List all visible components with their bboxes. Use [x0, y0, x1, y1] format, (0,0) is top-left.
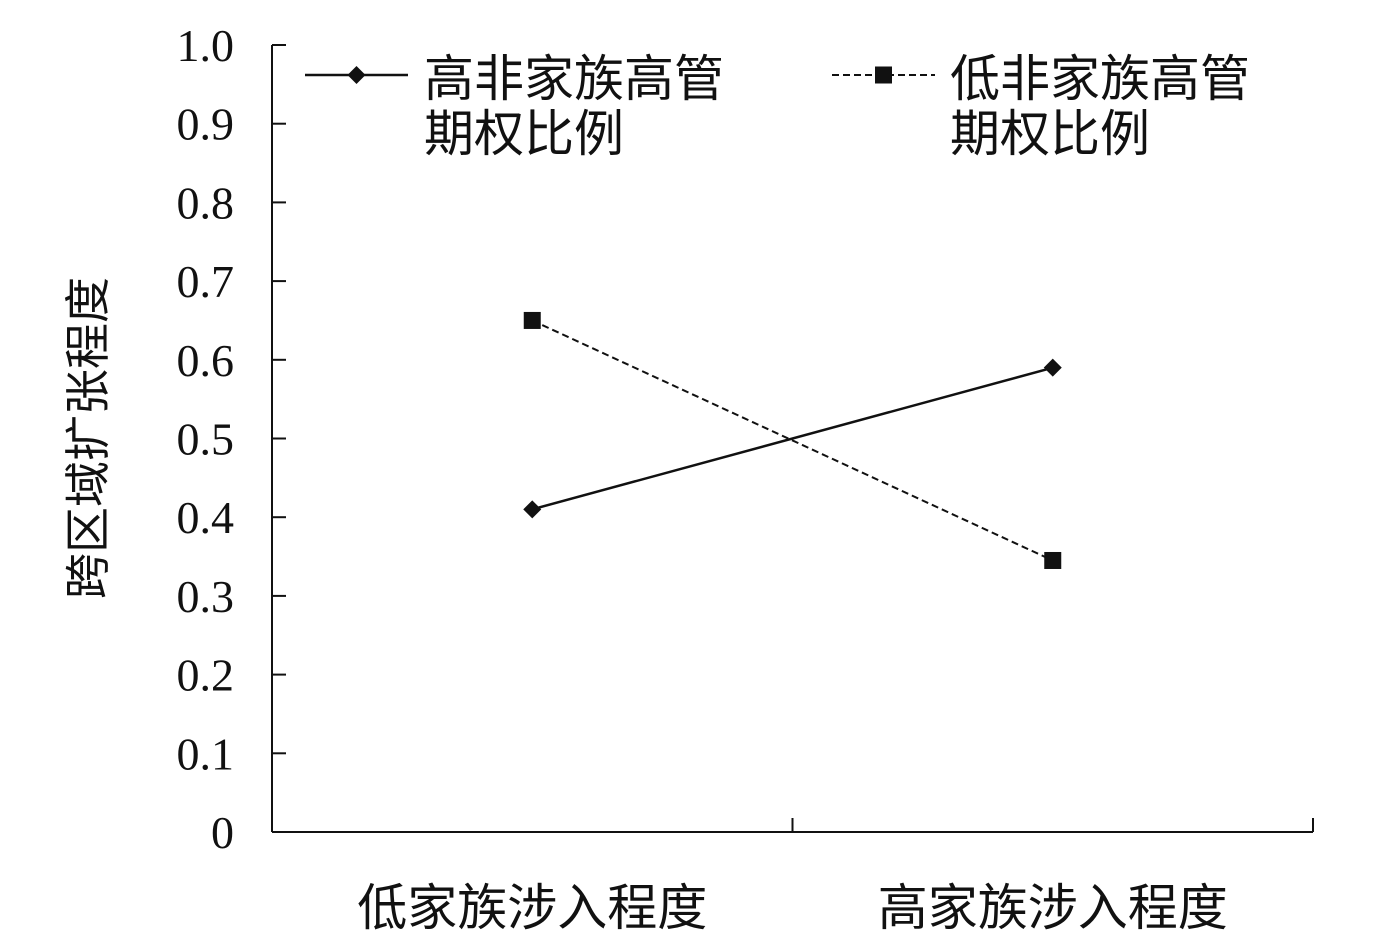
y-axis-title: 跨区域扩张程度	[61, 277, 115, 599]
series-line	[531, 366, 1054, 511]
series-2	[523, 311, 1062, 569]
y-tick-label: 0.3	[177, 571, 235, 622]
legend-label: 低非家族高管	[950, 50, 1250, 108]
legend-marker	[875, 66, 892, 84]
series-line	[531, 319, 1054, 562]
y-tick-label: 0.9	[177, 99, 235, 150]
x-ticks: 低家族涉入程度 高家族涉入程度	[357, 818, 1314, 937]
data-point	[523, 311, 541, 329]
legend-marker	[347, 66, 366, 84]
data-point	[523, 500, 542, 519]
legend-label: 期权比例	[950, 105, 1150, 163]
y-tick-label: 0.1	[177, 728, 235, 779]
data-point	[1043, 358, 1062, 377]
y-tick-label: 0.8	[177, 177, 235, 228]
legend-label: 期权比例	[424, 105, 624, 163]
y-tick-label: 0.6	[177, 335, 235, 386]
legend-label: 高非家族高管	[424, 50, 724, 108]
y-ticks: 0 0.1 0.2 0.3 0.4 0.5 0.6 0.7 0.8 0.9 1.0	[177, 20, 286, 858]
y-tick-label: 0	[211, 807, 234, 858]
series-1	[523, 358, 1062, 519]
y-tick-label: 0.2	[177, 650, 235, 701]
y-tick-label: 0.4	[177, 492, 235, 543]
series-layer	[523, 311, 1062, 569]
y-tick-label: 0.7	[177, 256, 235, 307]
y-tick-label: 0.5	[177, 414, 235, 465]
x-category-label: 高家族涉入程度	[878, 879, 1228, 937]
data-point	[1044, 551, 1062, 569]
x-category-label: 低家族涉入程度	[357, 879, 707, 937]
y-tick-label: 1.0	[177, 20, 235, 71]
